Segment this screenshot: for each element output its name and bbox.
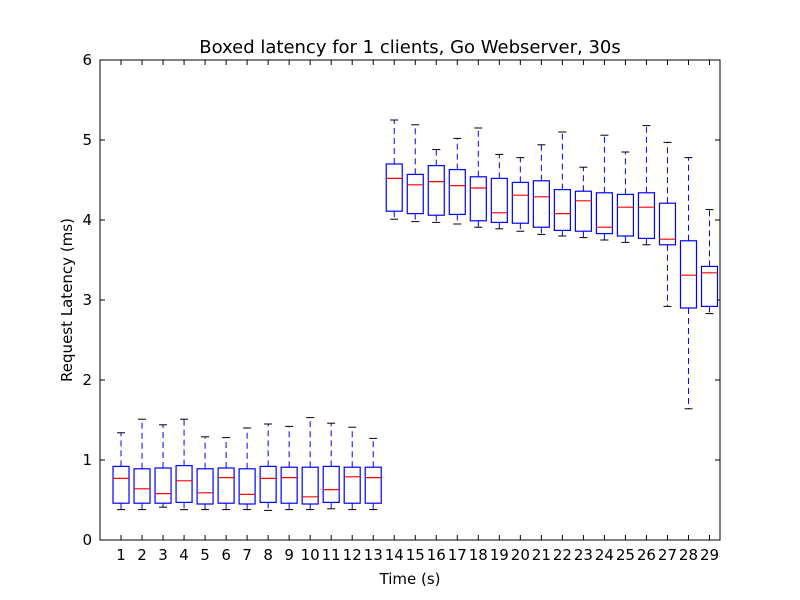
x-axis-label: Time (s) (379, 570, 441, 588)
box (532, 180, 550, 228)
box (364, 466, 382, 504)
x-tick-label: 3 (158, 546, 168, 564)
x-tick-label: 11 (322, 546, 341, 564)
x-tick-label: 1 (116, 546, 126, 564)
x-tick-label: 18 (469, 546, 488, 564)
box (301, 466, 319, 505)
box (595, 192, 614, 235)
x-tick-label: 15 (406, 546, 425, 564)
x-tick-label: 13 (364, 546, 383, 564)
x-tick-label: 20 (511, 546, 530, 564)
box (406, 173, 424, 215)
box (343, 466, 361, 504)
x-tick-label: 5 (200, 546, 210, 564)
x-tick-label: 7 (242, 546, 252, 564)
x-tick-label: 8 (263, 546, 273, 564)
y-tick-label: 6 (82, 51, 92, 69)
box (280, 466, 298, 504)
x-tick-label: 28 (679, 546, 698, 564)
x-tick-label: 25 (616, 546, 635, 564)
x-tick-label: 16 (427, 546, 446, 564)
box (679, 240, 698, 309)
box (553, 189, 571, 232)
box (427, 165, 445, 216)
box (154, 467, 172, 504)
box (616, 193, 635, 237)
x-tick-label: 4 (179, 546, 189, 564)
x-tick-label: 12 (343, 546, 362, 564)
y-tick-label: 1 (82, 451, 92, 469)
box (490, 177, 508, 223)
box (448, 169, 466, 216)
y-tick-label: 2 (82, 371, 92, 389)
box (700, 265, 719, 307)
y-tick-label: 0 (82, 531, 92, 549)
box (385, 163, 403, 212)
box (196, 468, 214, 505)
box (112, 465, 130, 504)
x-tick-label: 19 (490, 546, 509, 564)
box (637, 192, 656, 240)
x-tick-label: 10 (301, 546, 320, 564)
y-tick-label: 5 (82, 131, 92, 149)
y-axis-label: Request Latency (ms) (58, 218, 76, 382)
x-tick-label: 29 (700, 546, 719, 564)
x-tick-label: 2 (137, 546, 147, 564)
x-tick-label: 9 (284, 546, 294, 564)
box (259, 465, 277, 503)
x-tick-label: 22 (553, 546, 572, 564)
x-tick-label: 24 (595, 546, 614, 564)
y-tick-label: 3 (82, 291, 92, 309)
x-tick-label: 27 (658, 546, 677, 564)
y-tick-label: 4 (82, 211, 92, 229)
x-tick-label: 17 (448, 546, 467, 564)
box (574, 190, 592, 232)
box (133, 468, 151, 504)
box (511, 181, 529, 224)
box (658, 202, 677, 246)
box (175, 465, 193, 504)
box (469, 176, 487, 222)
x-tick-label: 14 (385, 546, 404, 564)
x-tick-label: 23 (574, 546, 593, 564)
plot-frame (99, 59, 721, 541)
x-tick-label: 26 (637, 546, 656, 564)
x-tick-label: 21 (532, 546, 551, 564)
box (217, 467, 235, 504)
box (238, 468, 256, 505)
x-tick-label: 6 (221, 546, 231, 564)
box (322, 465, 340, 503)
chart-title: Boxed latency for 1 clients, Go Webserve… (199, 37, 621, 58)
